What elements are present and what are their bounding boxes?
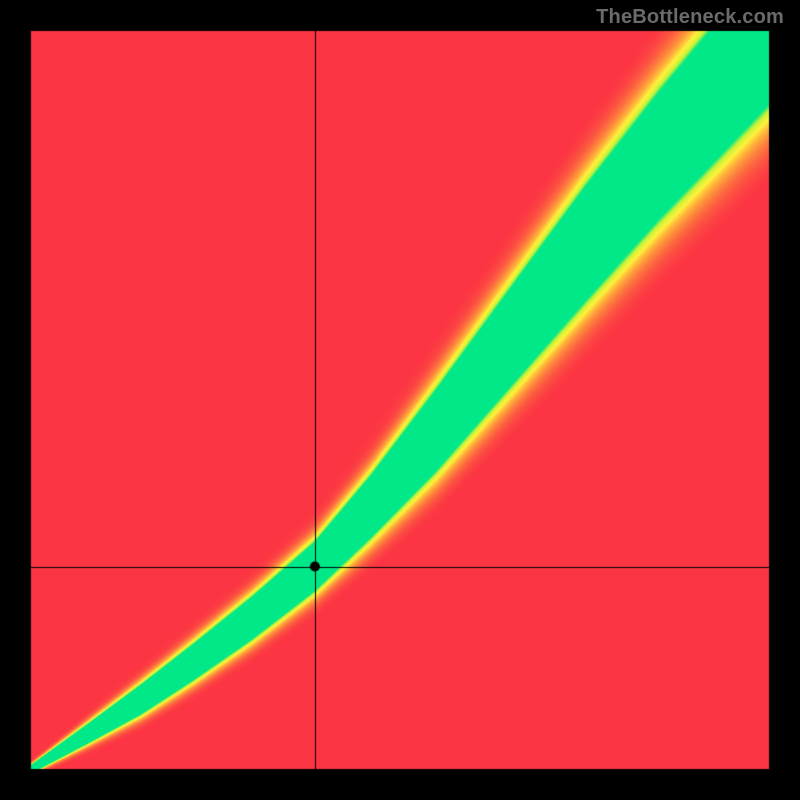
chart-container: TheBottleneck.com (0, 0, 800, 800)
watermark-text: TheBottleneck.com (596, 6, 784, 29)
bottleneck-heatmap (0, 0, 800, 800)
